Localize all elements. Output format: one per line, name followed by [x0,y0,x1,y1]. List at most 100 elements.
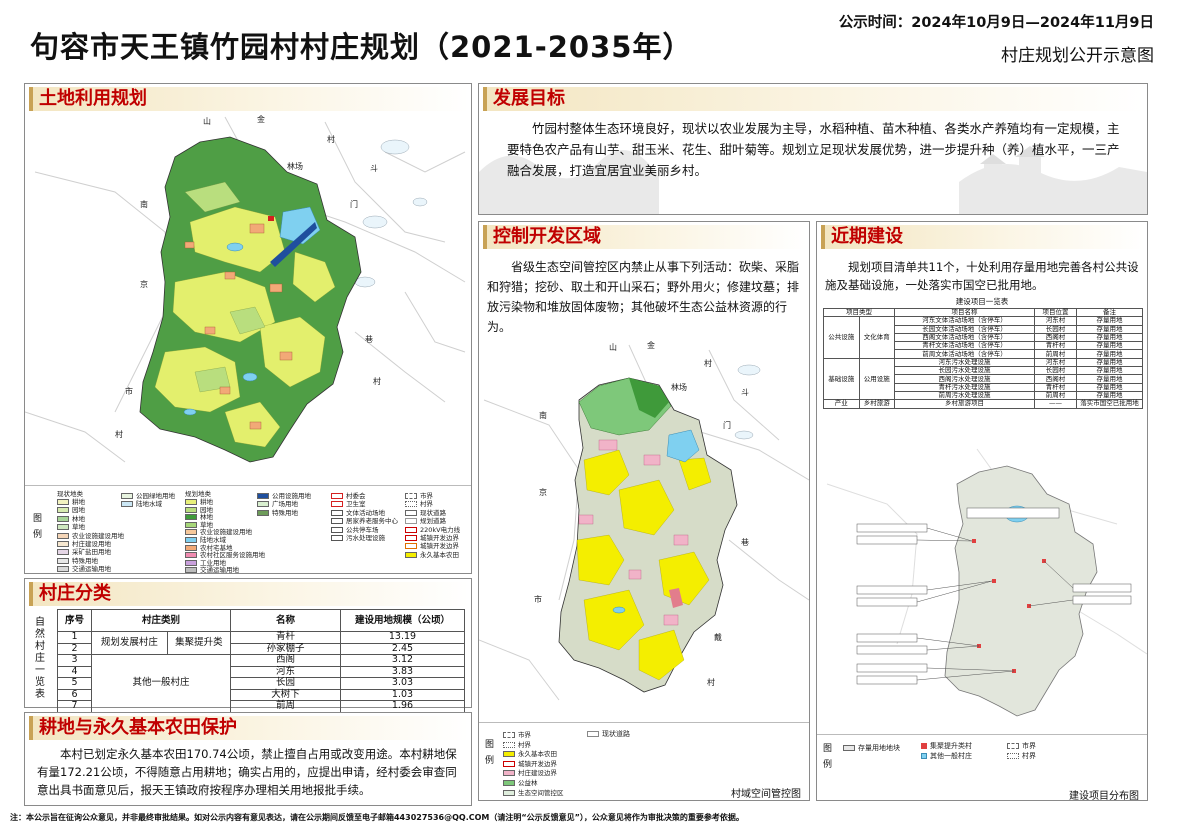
legend-swatch [185,552,197,559]
legend-swatch [185,506,197,513]
eco-forest-area [629,378,669,418]
legend-label: 文体活动场地 [346,508,385,517]
legend-stock-land-label: 存量用地地块 [858,744,900,752]
legend-item: 公益林 [503,777,538,787]
place-label-3: 村 [704,358,712,368]
legend-item: 陆地水域 [185,534,226,544]
legend-label: 采矿盐田用地 [72,548,111,557]
place-label-10: 巷 [741,538,749,547]
legend-city-border: 市界 [1007,741,1036,751]
red-settlement [669,588,683,608]
other-village-swatch [921,753,927,759]
land-use-map: 金 山 村 林场 斗 门 南 京 市 村 巷 村 [25,114,466,463]
legend-item: 文体活动场地 [331,507,385,517]
place-label-7: 南 [140,199,148,209]
place-label-7: 南 [539,410,547,420]
water-bodies [183,206,321,416]
cell-note: 落实市国空已批用地 [1076,399,1143,409]
legend-swatch [57,515,69,522]
table-row: 前周文体活动场地（含停车） 前周村 存量用地 [824,349,1143,359]
legend-label: 农业设施建设用地 [72,531,124,540]
legend-swatch [57,566,69,573]
legend-item: 草地 [57,521,85,531]
cell-no: 3 [57,654,92,667]
legend-swatch [185,514,197,521]
project-callouts [856,507,1132,685]
legend-swatch [331,501,343,508]
place-label-8: 京 [140,279,148,289]
place-label-9: 市 [125,386,133,396]
legend-label: 公共停车场 [346,525,379,534]
legend-swatch [331,518,343,525]
cell-name: 西阁污水处理设施 [894,374,1035,384]
farmland-body: 本村已划定永久基本农田170.74公顷，禁止擅自占用或改变用途。本村耕地保有量1… [37,747,457,797]
legend-other-village: 其他一般村庄 [921,751,972,761]
legend-label: 居家养老服务中心 [346,517,398,526]
cell-category: 规划发展村庄 [91,631,168,655]
legend-item: 规划道路 [405,515,446,525]
permanent-farmland [576,449,712,681]
legend-col1-title: 现状地类 [57,490,83,498]
cell-subcategory: 集聚提升类 [166,631,232,655]
place-label-11: 巷 [365,335,373,344]
cell-name: 孙家棚子 [230,642,341,655]
cell-name: 长园污水处理设施 [894,366,1035,376]
legend-swatch [57,507,69,514]
legend-item: 交通运输用地 [57,563,111,573]
goal-body: 竹园村整体生态环境良好，现状以农业发展为主导，水稻种植、苗木种植、各类水产养殖均… [507,121,1120,178]
col-header-name: 名称 [230,609,341,632]
near-term-heading: 近期建设 [821,225,1145,249]
legend-swatch [331,493,343,499]
legend-label: 公园绿地用地 [136,492,175,500]
legend-swatch [405,509,417,516]
cell-location: 西阁村 [1034,374,1077,384]
village-class-heading: 村庄分类 [29,582,469,606]
near-term-table: 项目类型 项目名称 项目位置 备注 公共设施 文化体育 河东文体活动场地（含停车… [823,307,1143,409]
control-legend-label: 图 例 [485,740,495,766]
legend-item: 公用设施用地 [257,490,311,500]
cell-no: 7 [57,700,92,713]
place-label-3: 村 [327,134,335,144]
table-row: 产业 乡村旅游 乡村旅游项目 —— 落实市国空已批用地 [823,399,1143,409]
village-settlements [184,223,293,430]
cell-name: 乡村旅游项目 [894,399,1035,409]
legend-swatch [185,559,197,566]
cell-name: 西阁 [230,654,341,667]
legend-swatch [185,499,197,505]
project-village-area [944,465,1098,717]
legend-swatch [503,751,515,758]
legend-item: 生态空间管控区 [503,787,564,797]
place-label-12: 村 [707,677,715,687]
village-class-table: 序号 村庄类别 名称 建设用地规模（公顷） 1 规划发展村庄 集聚提升类 青杆 … [57,609,465,713]
place-label-4: 林场 [671,382,687,392]
cell-name: 大树下 [230,688,341,701]
legend-swatch [121,501,133,508]
cell-no: 1 [57,631,92,644]
land-use-legend: 图 例 现状地类 耕地 园地 林地 草地 农业设施建设用地 村庄建设用地 采矿盐田用地 特殊用… [25,485,471,574]
legend-stock-land: 存量用地地块 [843,743,900,753]
near-term-table-title: 建设项目一览表 [955,297,1009,306]
project-legend: 图 例 存量用地地块 集聚提升类村 其他一般村庄 市界 村界 建设项目分布图 [817,734,1147,802]
land-use-heading: 土地利用规划 [29,87,469,111]
legend-label: 市界 [518,731,531,739]
place-label-4: 林场 [287,161,303,171]
legend-item: 工业用地 [185,557,226,567]
table-row: 基础设施 公用设施 河东污水处理设施 河东村 存量用地 [823,357,1143,401]
legend-label: 草地 [72,523,85,532]
cell-no: 2 [57,642,92,655]
cell-subtype: 公用设施 [858,357,895,401]
cell-name: 长园 [230,677,341,690]
col-header-no: 序号 [57,609,92,632]
cell-location: 长园村 [1034,366,1077,376]
legend-item: 公共停车场 [331,524,379,534]
legend-village-border: 村界 [1007,751,1036,761]
land-use-place-labels: 金 山 村 林场 斗 门 南 京 市 村 巷 村 [115,114,381,439]
legend-label: 规划道路 [420,517,446,526]
table-row: 7 前周 1.96 [57,700,465,713]
garden-patches [184,181,266,393]
legend-swatch [405,535,417,541]
legend-village-border-label: 村界 [1022,752,1036,760]
legend-label: 城镇开发边界 [420,542,459,551]
legend-swatch [405,501,417,508]
legend-extra-road-label: 现状道路 [602,730,630,738]
